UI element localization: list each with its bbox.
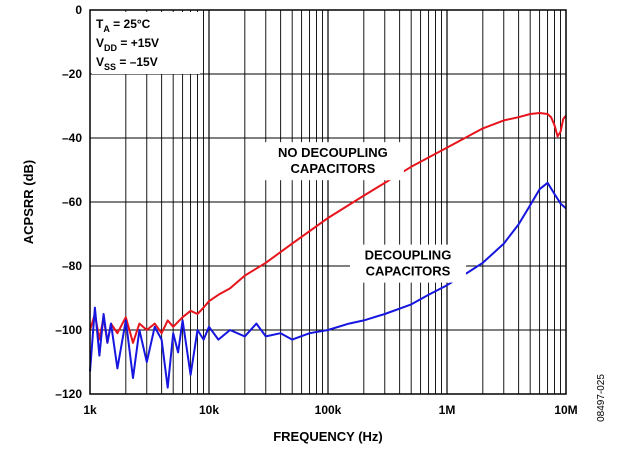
y-tick-labels: 0 –20 –40 –60 –80 –100 –120 [55,3,82,401]
y-tick-label: –120 [55,387,82,401]
y-tick-label: –60 [62,195,82,209]
series-label-line: CAPACITORS [291,161,376,176]
series-label-line: NO DECOUPLING [278,145,388,160]
condition-line: VDD = +15V [96,36,159,53]
condition-line: VSS = –15V [96,55,158,72]
series-label-line: CAPACITORS [366,264,451,279]
x-tick-labels: 1k 10k 100k 1M 10M [83,403,577,417]
y-axis-title: ACPSRR (dB) [21,160,36,245]
x-axis-title: FREQUENCY (Hz) [273,429,383,444]
series-label-bg [349,244,466,283]
y-tick-label: –40 [62,131,82,145]
series-labels: NO DECOUPLINGCAPACITORSDECOUPLINGCAPACIT… [261,142,466,283]
series-layer [89,112,567,389]
y-tick-label: 0 [75,3,82,17]
y-tick-label: –20 [62,67,82,81]
y-tick-label: –100 [55,323,82,337]
series-line-1 [89,181,567,389]
figure-id: 08497-025 [596,374,607,422]
x-tick-label: 1k [83,403,97,417]
plot-frame [89,9,567,395]
series-label-bg [261,142,404,181]
x-tick-label: 1M [439,403,456,417]
x-tick-label: 100k [315,403,342,417]
x-tick-label: 10k [199,403,219,417]
y-tick-label: –80 [62,259,82,273]
x-tick-label: 10M [554,403,577,417]
series-line-0 [89,112,567,344]
series-label-line: DECOUPLING [365,248,452,263]
conditions-box: TA = 25°C VDD = +15V VSS = –15V [92,12,200,74]
condition-line: TA = 25°C [96,17,151,34]
